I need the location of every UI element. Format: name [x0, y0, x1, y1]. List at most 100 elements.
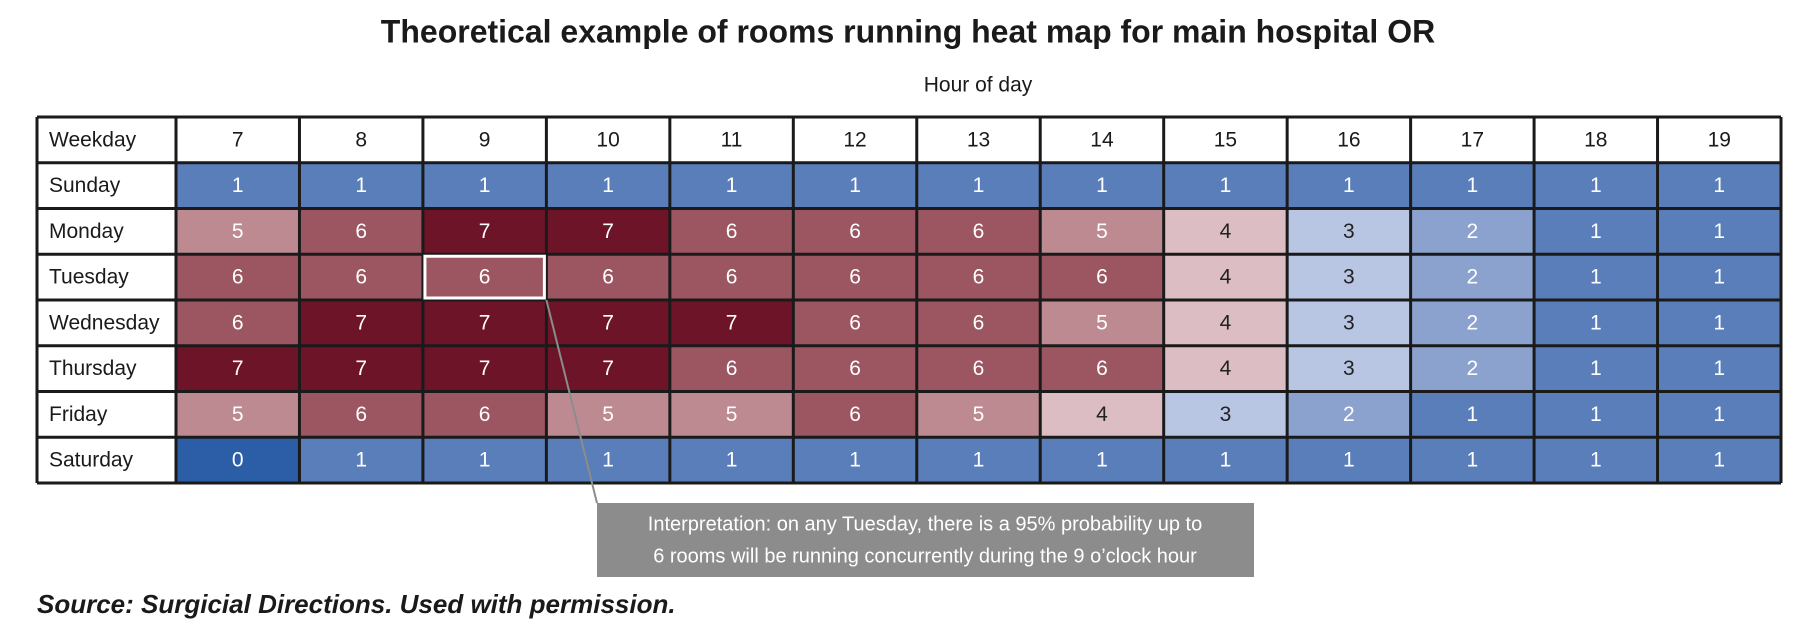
x-tick-label: 14	[1090, 128, 1114, 151]
heat-cell	[1040, 300, 1164, 346]
cell-label: 1	[726, 174, 738, 197]
cell-label: 6	[232, 266, 244, 289]
cell-label: 6	[479, 403, 491, 426]
x-tick-label: 12	[843, 128, 866, 151]
heat-cell	[299, 162, 423, 209]
cell-label: 4	[1096, 403, 1108, 426]
cell-label: 1	[355, 174, 367, 197]
cell-label: 1	[479, 449, 491, 472]
cell-label: 1	[1713, 357, 1725, 380]
heat-cell	[176, 254, 300, 300]
heat-cell	[1410, 300, 1535, 346]
cell-label: 1	[1220, 174, 1232, 197]
heat-cell	[1287, 345, 1411, 392]
cell-label: 1	[1713, 266, 1725, 289]
heat-cell	[546, 300, 670, 346]
cell-label: 2	[1467, 311, 1479, 334]
heat-cell	[176, 437, 300, 483]
cell-label: 6	[849, 311, 861, 334]
heat-cell	[793, 391, 917, 438]
x-tick-label: 11	[721, 128, 743, 151]
heat-cell	[299, 254, 423, 300]
cell-label: 7	[232, 357, 244, 380]
heat-cell	[546, 208, 670, 255]
heat-cell	[1657, 254, 1781, 300]
header-cell	[176, 117, 300, 163]
row-header-cell	[37, 391, 176, 438]
cell-label: 6	[849, 220, 861, 243]
heat-cell	[422, 300, 547, 346]
heat-cell	[1287, 162, 1411, 209]
header-cell	[37, 117, 176, 163]
highlight	[423, 254, 546, 300]
cell-label: 6	[849, 357, 861, 380]
heat-cell	[669, 254, 794, 300]
cell-label: 1	[1590, 266, 1602, 289]
cell-label: 7	[479, 311, 491, 334]
header-cell	[299, 117, 423, 163]
heat-cell	[793, 162, 917, 209]
heat-cell	[1040, 437, 1164, 483]
heat-cell	[1163, 437, 1288, 483]
x-tick-label: 9	[479, 128, 491, 151]
cell-label: 1	[1467, 403, 1479, 426]
y-tick-label: Wednesday	[49, 311, 160, 334]
cell-label: 1	[1096, 174, 1108, 197]
header-cell	[422, 117, 547, 163]
cell-label: 1	[1713, 311, 1725, 334]
heat-cell	[1657, 391, 1781, 438]
heat-cell	[916, 254, 1041, 300]
heat-cell	[1410, 162, 1535, 209]
cell-label: 6	[973, 220, 985, 243]
cell-label: 5	[1096, 311, 1108, 334]
heat-cell	[793, 300, 917, 346]
heat-cell	[546, 162, 670, 209]
y-tick-label: Thursday	[49, 357, 137, 380]
x-tick-label: 17	[1461, 128, 1484, 151]
cell-label: 2	[1467, 220, 1479, 243]
heat-cell	[916, 162, 1041, 209]
cell-label: 2	[1343, 403, 1355, 426]
x-tick-label: 7	[232, 128, 244, 151]
cell-label: 6	[849, 266, 861, 289]
heat-cell	[916, 208, 1041, 255]
heat-cell	[299, 345, 423, 392]
cell-label: 6	[1096, 357, 1108, 380]
cell-label: 5	[973, 403, 985, 426]
x-axis-label: Hour of day	[924, 74, 1033, 97]
heat-cell	[793, 437, 917, 483]
cell-label: 6	[849, 403, 861, 426]
heat-cell	[1410, 345, 1535, 392]
heat-cell	[1657, 345, 1781, 392]
header-cell	[1287, 117, 1411, 163]
cell-label: 7	[479, 220, 491, 243]
heat-cell	[1287, 437, 1411, 483]
cell-label: 7	[602, 311, 614, 334]
cell-label: 6	[726, 266, 738, 289]
cell-label: 1	[1590, 403, 1602, 426]
cell-label: 6	[355, 266, 367, 289]
y-tick-label: Saturday	[49, 449, 134, 472]
row-header-cell	[37, 345, 176, 392]
cell-label: 5	[726, 403, 738, 426]
row-header-cell	[37, 254, 176, 300]
heat-cell	[176, 300, 300, 346]
cell-label: 6	[355, 220, 367, 243]
cell-label: 3	[1343, 220, 1355, 243]
heat-cell	[176, 162, 300, 209]
heat-cell	[1040, 208, 1164, 255]
heat-cell	[176, 208, 300, 255]
cell-label: 1	[1467, 174, 1479, 197]
header-cell	[1163, 117, 1288, 163]
header-cell	[546, 117, 670, 163]
x-tick-label: 18	[1584, 128, 1607, 151]
cell-label: 4	[1220, 357, 1232, 380]
heat-cell	[669, 208, 794, 255]
cell-label: 1	[1467, 449, 1479, 472]
cell-label: 6	[973, 311, 985, 334]
heat-cell	[1163, 300, 1288, 346]
cell-label: 1	[726, 449, 738, 472]
annotation-text: 6 rooms will be running concurrently dur…	[653, 545, 1197, 567]
x-tick-label: 10	[596, 128, 619, 151]
heat-cell	[793, 208, 917, 255]
